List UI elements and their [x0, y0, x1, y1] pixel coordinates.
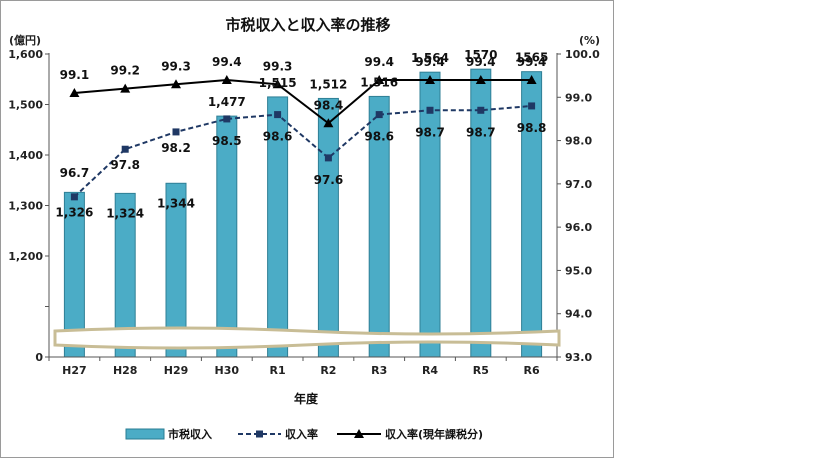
category-label: R1 [270, 364, 286, 377]
current-rate-point [475, 74, 486, 84]
current-rate-value-label: 99.4 [212, 55, 242, 69]
rate-point [172, 128, 180, 136]
current-rate-value-label: 99.1 [60, 68, 90, 82]
rate-line [73, 104, 532, 198]
legend-marker-rate [256, 430, 263, 438]
right-tick-label: 93.0 [565, 351, 592, 364]
current-rate-value-label: 99.2 [110, 64, 140, 78]
current-rate-value-label: 99.3 [161, 59, 191, 73]
revenue-value-label: 1,477 [208, 95, 246, 109]
rate-point [375, 111, 383, 119]
current-rate-value-label: 99.4 [517, 55, 547, 69]
right-tick-label: 99.0 [565, 91, 592, 104]
revenue-value-label: 1570 [464, 48, 497, 62]
category-label: R5 [473, 364, 489, 377]
rate-value-label: 98.7 [415, 125, 445, 139]
revenue-bar [317, 97, 339, 358]
revenue-value-label: 1565 [515, 51, 548, 65]
right-tick-label: 98.0 [565, 135, 592, 148]
current-rate-line [74, 78, 532, 125]
rate-value-label: 98.2 [161, 141, 191, 155]
legend-label-rate: 収入率 [285, 427, 318, 441]
rate-value-label: 97.8 [110, 158, 140, 172]
legend-swatch-revenue [125, 428, 165, 440]
rate-point [70, 193, 78, 201]
current-rate-point [323, 118, 334, 128]
category-label: H30 [215, 364, 240, 377]
revenue-value-label: 1,516 [360, 75, 398, 89]
revenue-value-label: 1,564 [411, 51, 449, 65]
rate-point [274, 111, 282, 119]
category-label: R4 [422, 364, 438, 377]
left-tick-label: 1,600 [8, 48, 43, 61]
revenue-value-label: 1,344 [157, 196, 195, 210]
right-axis-unit: (%) [579, 34, 600, 47]
rate-point [121, 145, 129, 153]
current-rate-point [221, 74, 232, 84]
current-rate-value-label: 99.4 [466, 55, 496, 69]
rate-value-label: 98.8 [517, 121, 547, 135]
x-axis-label: 年度 [294, 391, 319, 406]
current-rate-value-label: 99.4 [415, 55, 445, 69]
current-rate-point [171, 79, 181, 89]
chart-frame: 市税収入と収入率の推移 (億円) (%) 0 1,200 1,300 1,400 1,5… [0, 0, 614, 458]
current-rate-value-label: 99.4 [364, 55, 394, 69]
category-label: R3 [371, 364, 387, 377]
category-label: H27 [62, 364, 87, 377]
rate-value-label: 96.7 [60, 166, 90, 180]
revenue-bar [521, 71, 543, 358]
rate-value-label: 98.5 [212, 134, 242, 148]
legend-label-current-rate: 収入率(現年課税分) [385, 427, 483, 441]
current-rate-point [425, 74, 435, 84]
rate-point [223, 115, 231, 123]
left-tick-label: 1,300 [8, 200, 43, 213]
revenue-value-label: 1,512 [309, 77, 347, 91]
right-tick-label: 100.0 [565, 48, 600, 61]
right-tick-label: 94.0 [565, 308, 592, 321]
left-tick-label: 0 [35, 351, 43, 364]
right-tick-label: 97.0 [565, 178, 592, 191]
legend: 市税収入 収入率 収入率(現年課税分) [125, 427, 483, 441]
legend-marker-current-rate [354, 429, 364, 438]
revenue-value-label: 1,324 [106, 206, 144, 220]
rate-value-label: 97.6 [314, 173, 344, 187]
category-label: H29 [164, 364, 189, 377]
chart-title: 市税収入と収入率の推移 [225, 16, 390, 34]
category-label: H28 [113, 364, 138, 377]
rate-point [528, 102, 536, 110]
tax-revenue-chart: 市税収入と収入率の推移 (億円) (%) 0 1,200 1,300 1,400 1,5… [8, 16, 600, 441]
current-rate-value-label: 98.4 [314, 98, 344, 112]
axis-break-band [53, 326, 561, 350]
left-tick-label: 1,500 [8, 99, 43, 112]
category-label: R6 [524, 364, 540, 377]
rate-point [426, 106, 434, 114]
revenue-value-label: 1,326 [55, 205, 93, 219]
left-axis-unit: (億円) [9, 33, 41, 47]
right-tick-label: 96.0 [565, 221, 592, 234]
current-rate-point [272, 79, 283, 89]
current-rate-point [69, 87, 80, 97]
right-tick-label: 95.0 [565, 264, 592, 277]
category-label: R2 [320, 364, 336, 377]
current-rate-point [526, 74, 537, 84]
rate-point [477, 106, 485, 114]
legend-label-revenue: 市税収入 [168, 427, 212, 441]
current-rate-point [374, 74, 385, 84]
rate-value-label: 98.6 [364, 130, 394, 144]
rate-value-label: 98.6 [263, 130, 293, 144]
left-tick-label: 1,400 [8, 149, 43, 162]
rate-value-label: 98.7 [466, 125, 496, 139]
current-rate-point [120, 83, 131, 93]
revenue-bar [419, 71, 441, 358]
revenue-bar [216, 115, 238, 358]
revenue-value-label: 1,515 [259, 76, 297, 90]
current-rate-value-label: 99.3 [263, 59, 293, 73]
left-tick-label: 1,200 [8, 250, 43, 263]
rate-point [324, 154, 332, 162]
